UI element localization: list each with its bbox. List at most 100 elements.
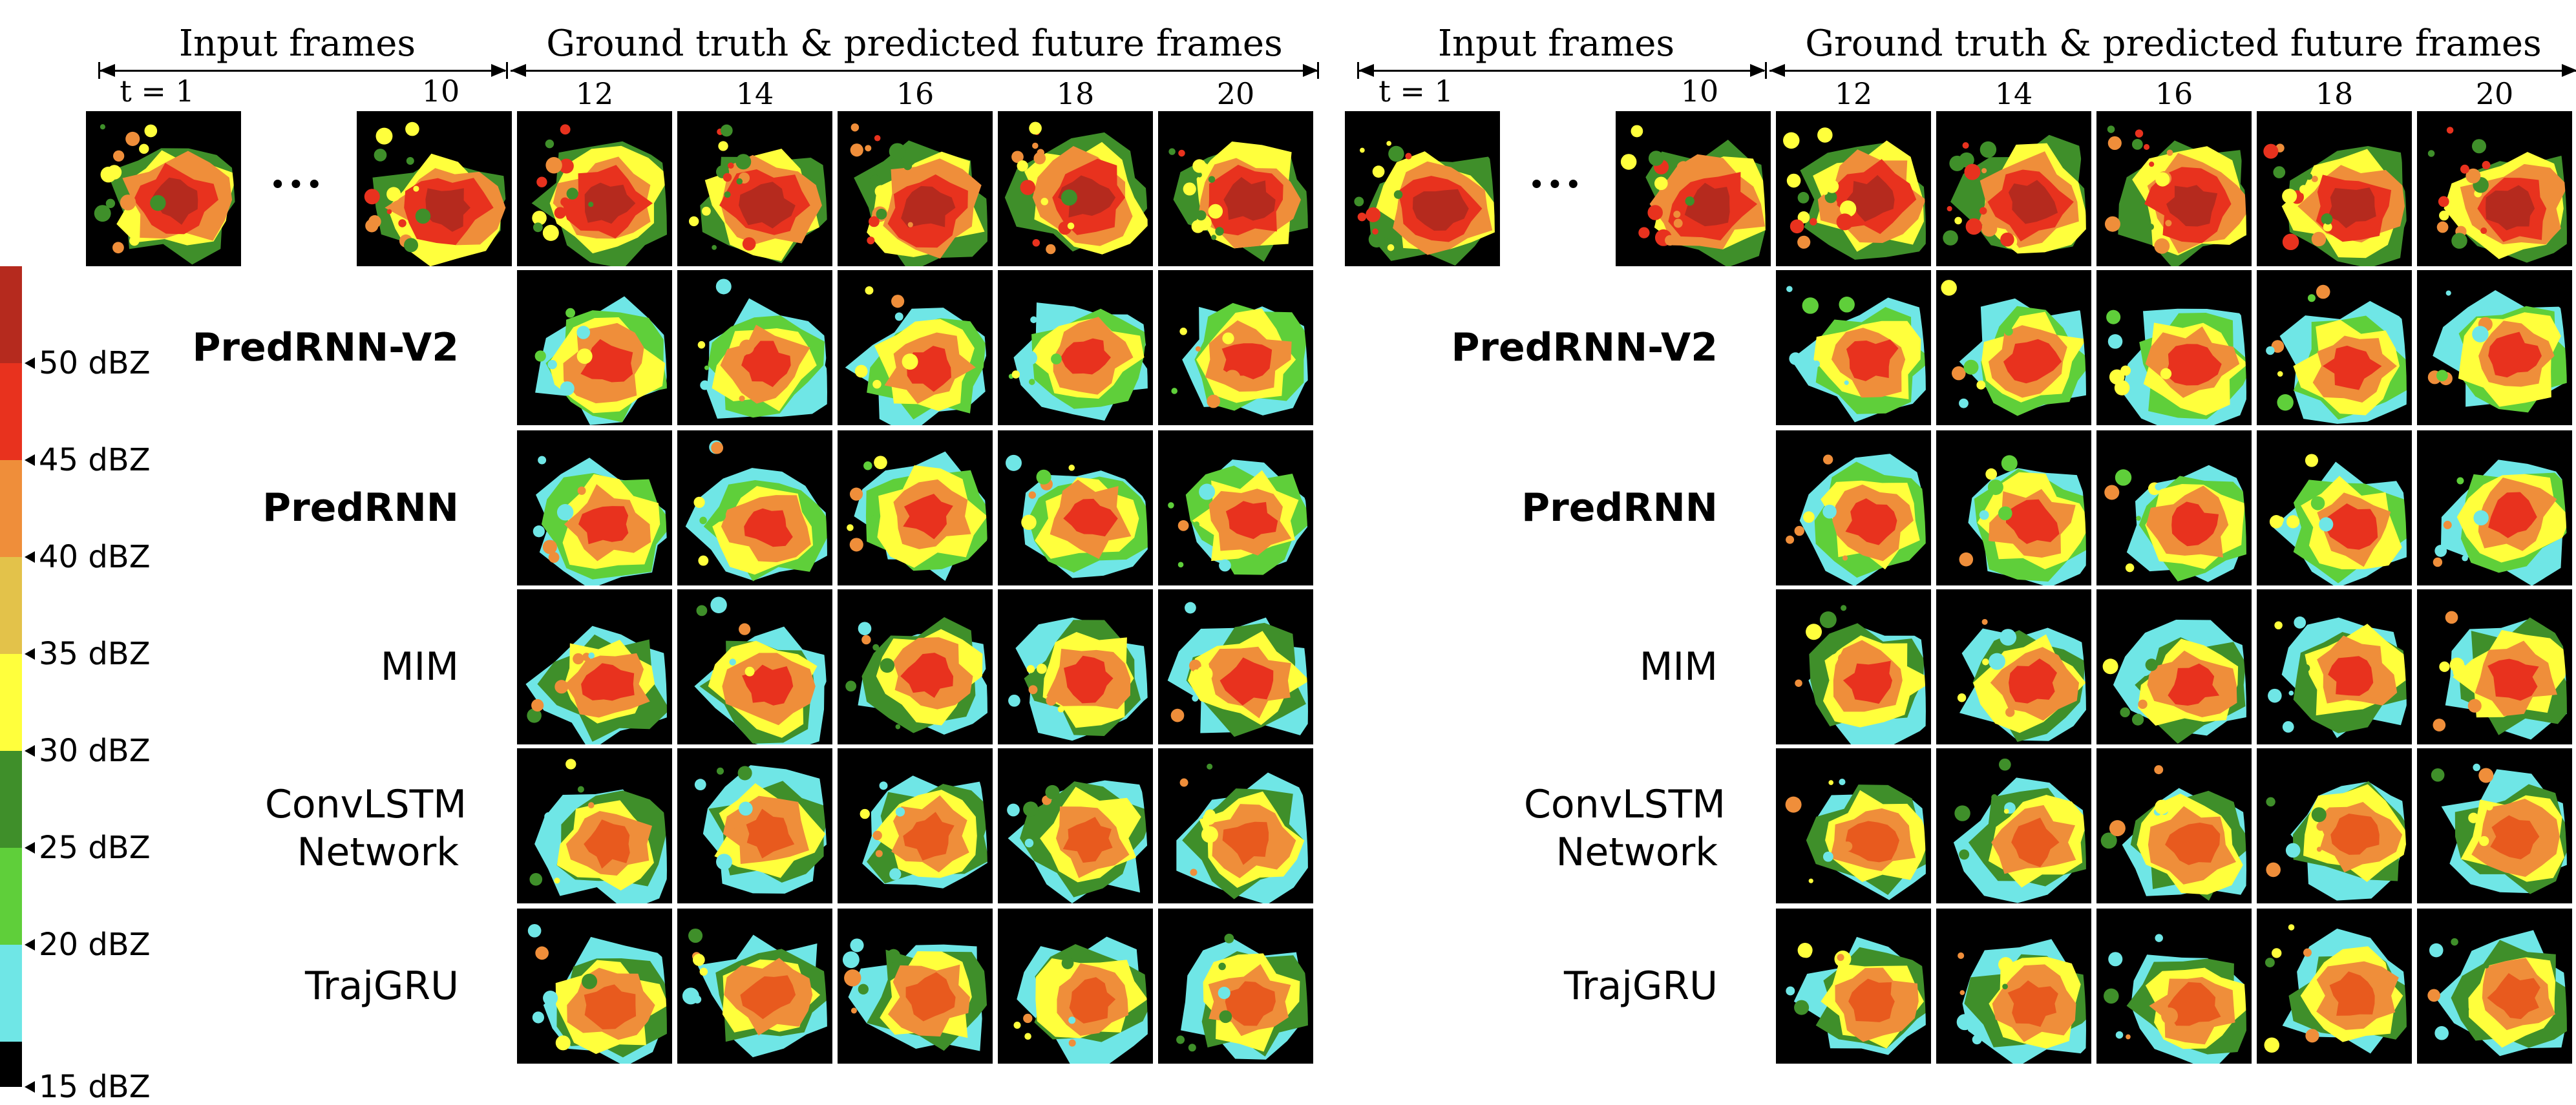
colorbar-tick-mark: [25, 551, 35, 563]
arrow-right-icon: [1750, 64, 1766, 77]
colorbar-tick-label: 20 dBZ: [39, 927, 151, 963]
ellipsis-glyph: ···: [269, 157, 325, 211]
colorbar-segment: [0, 751, 22, 848]
arrow-left-icon: [511, 64, 526, 77]
arrow-right-icon: [2562, 64, 2576, 77]
arrow-right-icon: [491, 64, 507, 77]
ground-truth-frame-image: [1776, 111, 1931, 266]
model-label: PredRNN: [262, 485, 459, 531]
colorbar-tick-label: 45 dBZ: [39, 442, 151, 478]
arrow-left-icon: [100, 64, 115, 77]
arrow-left-icon: [1358, 64, 1374, 77]
future-frame-time-label: 12: [575, 76, 614, 111]
ground-truth-frame-image: [2417, 111, 2572, 266]
model-label: PredRNN: [1521, 485, 1718, 531]
colorbar-segment: [0, 945, 22, 1042]
predicted-frame-image: [1776, 909, 1931, 1064]
predicted-frame-image: [1936, 270, 2091, 425]
predicted-frame-image: [2417, 430, 2572, 585]
arrow-end-bar: [1765, 62, 1767, 79]
arrow-right-icon: [1303, 64, 1318, 77]
predicted-frame-image: [2096, 270, 2252, 425]
colorbar-segment: [0, 654, 22, 751]
ground-truth-frame-image: [2257, 111, 2412, 266]
colorbar-tick-label: 50 dBZ: [39, 345, 151, 381]
predicted-frame-image: [1936, 589, 2091, 744]
predicted-frame-image: [517, 748, 672, 903]
predicted-frame-image: [2096, 909, 2252, 1064]
model-label: TrajGRU: [1563, 963, 1718, 1009]
future-frame-time-label: 14: [1994, 76, 2033, 111]
colorbar-tick-mark: [25, 648, 35, 660]
predicted-frame-image: [838, 270, 993, 425]
future-frame-time-label: 16: [896, 76, 934, 111]
model-label: MIM: [380, 644, 459, 689]
panel-storm-b: Input frames Ground truth & predicted fut…: [1267, 0, 2576, 1070]
predicted-frame-image: [998, 430, 1153, 585]
predicted-frame-image: [1158, 909, 1313, 1064]
input-frame-time-label: 10: [421, 74, 460, 109]
colorbar-segment: [0, 363, 22, 460]
prediction-span-arrow: [1769, 70, 2576, 72]
predicted-frame-image: [517, 270, 672, 425]
predicted-frame-image: [998, 909, 1153, 1064]
ground-truth-frame-image: [1936, 111, 2091, 266]
predicted-frame-image: [677, 430, 832, 585]
predicted-frame-image: [2417, 589, 2572, 744]
ground-truth-frame-image: [517, 111, 672, 266]
future-frame-time-label: 14: [735, 76, 774, 111]
input-frames-header: Input frames: [178, 23, 416, 65]
colorbar-tick-mark: [25, 454, 35, 466]
predicted-frame-image: [838, 748, 993, 903]
colorbar-segment: [0, 557, 22, 654]
predicted-frame-image: [2417, 270, 2572, 425]
model-label: PredRNN-V2: [192, 325, 459, 370]
predicted-frame-image: [1158, 270, 1313, 425]
arrow-end-bar: [506, 62, 508, 79]
input-frames-header: Input frames: [1437, 23, 1675, 65]
predicted-frame-image: [2257, 430, 2412, 585]
predicted-frame-image: [677, 748, 832, 903]
predicted-frame-image: [838, 909, 993, 1064]
input-span-arrow: [100, 70, 505, 72]
colorbar-tick-mark: [25, 357, 35, 369]
predicted-frames-header: Ground truth & predicted future frames: [546, 23, 1283, 65]
panel-storm-a: Input frames Ground truth & predicted fut…: [86, 23, 1319, 1064]
predicted-frame-image: [2417, 909, 2572, 1064]
model-label: PredRNN-V2: [1451, 325, 1718, 370]
colorbar-segment: [0, 460, 22, 557]
arrow-left-icon: [1769, 64, 1785, 77]
predicted-frame-image: [1776, 430, 1931, 585]
input-frame-time-label: t = 1: [1378, 74, 1453, 109]
ground-truth-frame-image: [838, 111, 993, 266]
colorbar-segment: [0, 848, 22, 945]
predicted-frame-image: [998, 589, 1153, 744]
predicted-frame-image: [1158, 748, 1313, 903]
ground-truth-frame-image: [998, 111, 1153, 266]
colorbar-segment: [0, 266, 22, 363]
predicted-frames-header: Ground truth & predicted future frames: [1805, 23, 2542, 65]
input-frame-time-label: 10: [1680, 74, 1719, 109]
model-label: MIM: [1639, 644, 1718, 689]
predicted-frame-image: [838, 430, 993, 585]
predicted-frame-image: [517, 909, 672, 1064]
arrow-end-bar: [98, 62, 100, 79]
future-frame-time-label: 16: [2155, 76, 2193, 111]
model-label: ConvLSTM Network: [265, 782, 467, 875]
predicted-frame-image: [2257, 270, 2412, 425]
predicted-frame-image: [1776, 748, 1931, 903]
ground-truth-frame-image: [1158, 111, 1313, 266]
input-frame-image: [1345, 111, 1500, 266]
predicted-frame-image: [1158, 589, 1313, 744]
predicted-frame-image: [677, 270, 832, 425]
future-frame-time-label: 12: [1834, 76, 1873, 111]
predicted-frame-image: [2096, 430, 2252, 585]
future-frame-time-label: 18: [2315, 76, 2354, 111]
input-frame-image: [357, 111, 512, 266]
colorbar-tick-label: 35 dBZ: [39, 636, 151, 672]
future-frame-time-label: 20: [1216, 76, 1255, 111]
colorbar-tick-label: 25 dBZ: [39, 830, 151, 866]
ellipsis-glyph: ···: [1528, 157, 1584, 211]
future-frame-time-label: 18: [1056, 76, 1095, 111]
ground-truth-frame-image: [2096, 111, 2252, 266]
